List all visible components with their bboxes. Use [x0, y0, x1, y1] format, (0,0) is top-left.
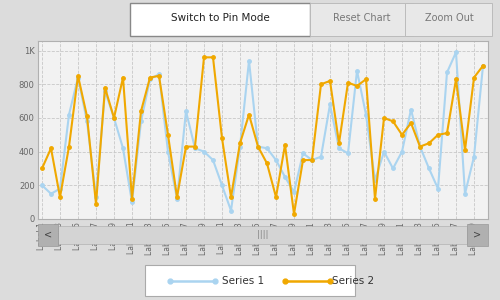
Text: Series 1: Series 1 [222, 275, 264, 286]
Text: Series 2: Series 2 [332, 275, 374, 286]
Text: <: < [44, 230, 52, 240]
FancyBboxPatch shape [467, 224, 487, 246]
FancyBboxPatch shape [58, 226, 468, 244]
Text: Zoom Out: Zoom Out [424, 13, 474, 23]
FancyBboxPatch shape [145, 265, 355, 296]
FancyBboxPatch shape [310, 3, 412, 36]
Text: Reset Chart: Reset Chart [333, 13, 390, 23]
FancyBboxPatch shape [130, 3, 310, 36]
FancyBboxPatch shape [405, 3, 492, 36]
FancyBboxPatch shape [38, 224, 58, 246]
Text: Switch to Pin Mode: Switch to Pin Mode [170, 13, 270, 23]
Text: ||||: |||| [257, 230, 268, 239]
Text: >: > [474, 230, 482, 240]
